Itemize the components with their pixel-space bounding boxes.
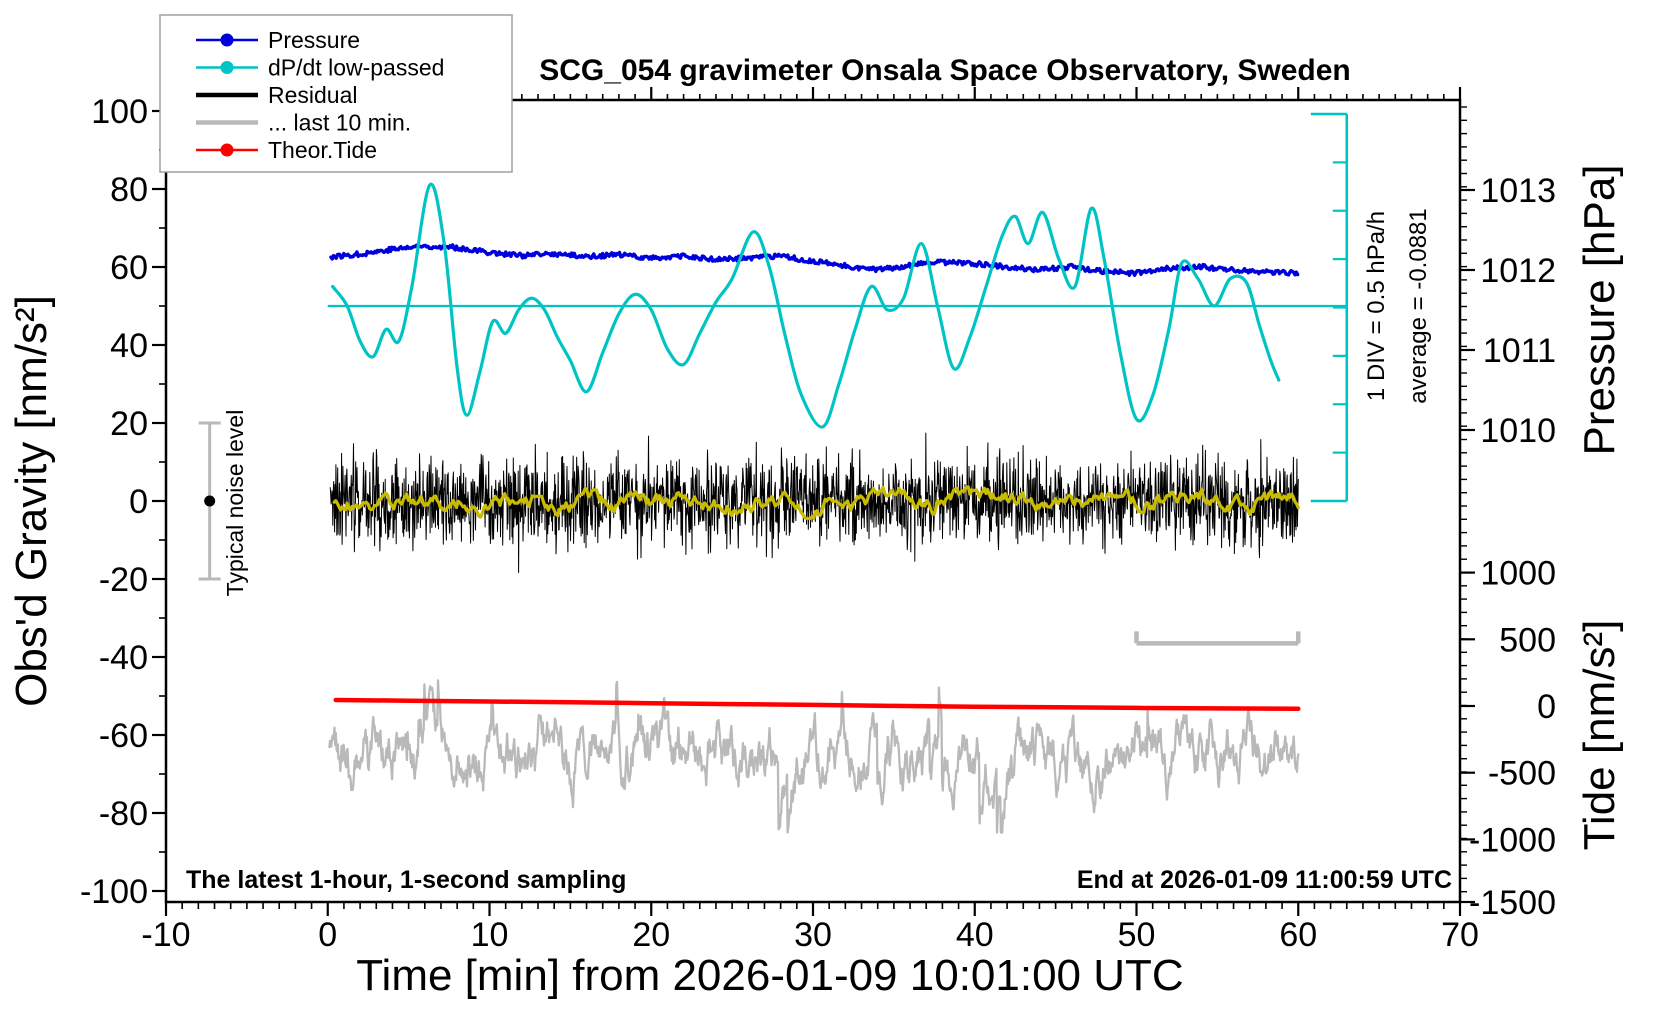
noise-level-label: Typical noise level — [222, 410, 248, 597]
x-tick-label: 30 — [794, 916, 832, 954]
last10-trace — [328, 679, 1300, 834]
y-left-tick-label: 40 — [110, 327, 148, 365]
legend-dot — [220, 143, 234, 157]
dpdt-trace — [331, 182, 1281, 429]
noise-errorbar-center-dot — [204, 495, 216, 507]
pressure-tick-label: 1010 — [1480, 412, 1556, 450]
pressure-tick-label: 1012 — [1480, 252, 1556, 290]
sampling-note: The latest 1-hour, 1-second sampling — [186, 866, 626, 894]
generated-chart-layers: -10 0 10 20 30 40 50 60 70100806040200-20-40-60-… — [80, 14, 1556, 954]
y-left-tick-label: 80 — [110, 171, 148, 209]
y-axis-title-pressure: Pressure [hPa] — [1575, 164, 1624, 455]
y-axis-title-gravity: Obs'd Gravity [nm/s²] — [7, 295, 56, 707]
lowpass-residual-trace — [332, 485, 1300, 521]
tide-trace — [333, 697, 1301, 712]
pressure-trace — [329, 243, 1300, 277]
tide-tick-label: -1500 — [1469, 884, 1556, 922]
tide-tick-label: -1000 — [1469, 821, 1556, 859]
legend-label: Residual — [268, 82, 358, 108]
x-tick-label: 70 — [1441, 916, 1479, 954]
scalebar-average-label: average = -0.0881 — [1405, 208, 1432, 403]
x-tick-label: 0 — [318, 916, 337, 954]
legend-label: ... last 10 min. — [268, 110, 411, 136]
y-left-tick-label: -80 — [99, 795, 148, 833]
legend-dot — [220, 33, 234, 47]
x-tick-label: 10 — [471, 916, 509, 954]
end-time-note: End at 2026-01-09 11:00:59 UTC — [1077, 866, 1452, 894]
y-left-tick-label: -100 — [80, 873, 148, 911]
x-tick-label: -10 — [141, 916, 190, 954]
pressure-tick-label: 1013 — [1480, 172, 1556, 210]
scalebar-div-label: 1 DIV = 0.5 hPa/h — [1363, 211, 1390, 401]
x-axis-title: Time [min] from 2026-01-09 10:01:00 UTC — [356, 951, 1183, 1000]
page-title: SCG_054 gravimeter Onsala Space Observat… — [539, 54, 1351, 87]
legend-label: dP/dt low-passed — [268, 55, 444, 81]
x-tick-label: 40 — [956, 916, 994, 954]
y-left-tick-label: 0 — [129, 483, 148, 521]
x-tick-label: 50 — [1118, 916, 1156, 954]
legend-dot — [220, 61, 234, 74]
legend-label: Theor.Tide — [268, 137, 377, 163]
y-left-tick-label: 20 — [110, 405, 148, 443]
residual-trace — [329, 432, 1299, 573]
tide-tick-label: 1000 — [1480, 555, 1556, 593]
x-tick-label: 60 — [1279, 916, 1317, 954]
tide-tick-label: 0 — [1537, 688, 1556, 726]
pressure-tick-label: 1011 — [1483, 332, 1556, 370]
tide-tick-label: -500 — [1488, 755, 1556, 793]
y-left-tick-label: -60 — [99, 717, 148, 755]
y-left-tick-label: -20 — [99, 561, 148, 599]
y-left-tick-label: 100 — [91, 93, 148, 131]
y-left-tick-label: 60 — [110, 249, 148, 287]
y-axis-title-tide: Tide [nm/s²] — [1575, 620, 1624, 851]
tide-tick-label: 500 — [1499, 621, 1556, 659]
legend-label: Pressure — [268, 27, 360, 53]
x-tick-label: 20 — [632, 916, 670, 954]
y-left-tick-label: -40 — [99, 639, 148, 677]
